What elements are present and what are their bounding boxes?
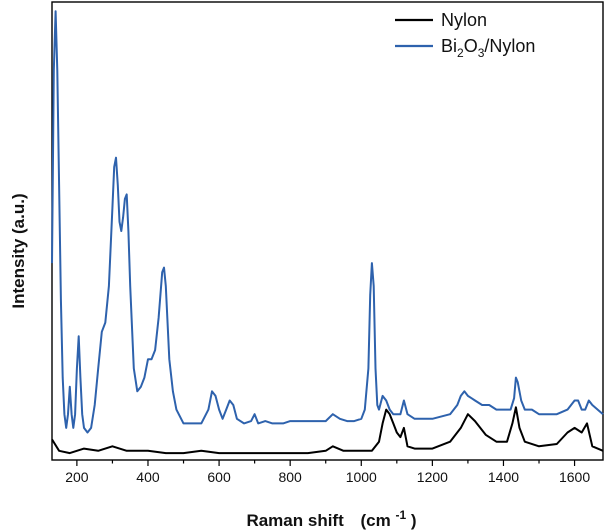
x-axis: 200 400 600 800 1000 1200 1400 1600 — [65, 460, 590, 485]
x-tick-label: 1000 — [346, 469, 377, 485]
legend-label-nylon: Nylon — [441, 10, 487, 30]
legend: Nylon Bi2O3/Nylon — [395, 10, 535, 60]
x-tick-label: 1200 — [417, 469, 448, 485]
x-tick-label: 1600 — [559, 469, 590, 485]
x-axis-unit-close: ) — [411, 511, 417, 530]
x-axis-unit: (cm — [360, 511, 390, 530]
x-tick-label: 1400 — [488, 469, 519, 485]
series-line-nylon — [51, 406, 604, 455]
series-layer — [51, 10, 604, 455]
x-tick-label: 400 — [136, 469, 160, 485]
x-tick-label: 200 — [65, 469, 89, 485]
series-line-bi2o3-nylon — [51, 10, 604, 434]
x-axis-title: Raman shift (cm -1 ) — [246, 504, 416, 530]
x-tick-label: 800 — [278, 469, 302, 485]
x-axis-title-text: Raman shift — [246, 511, 344, 530]
x-axis-unit-superscript: -1 — [395, 508, 406, 522]
y-axis-title: Intensity (a.u.) — [9, 193, 28, 308]
legend-label-bi2o3-nylon: Bi2O3/Nylon — [441, 36, 535, 60]
x-tick-label: 600 — [207, 469, 231, 485]
